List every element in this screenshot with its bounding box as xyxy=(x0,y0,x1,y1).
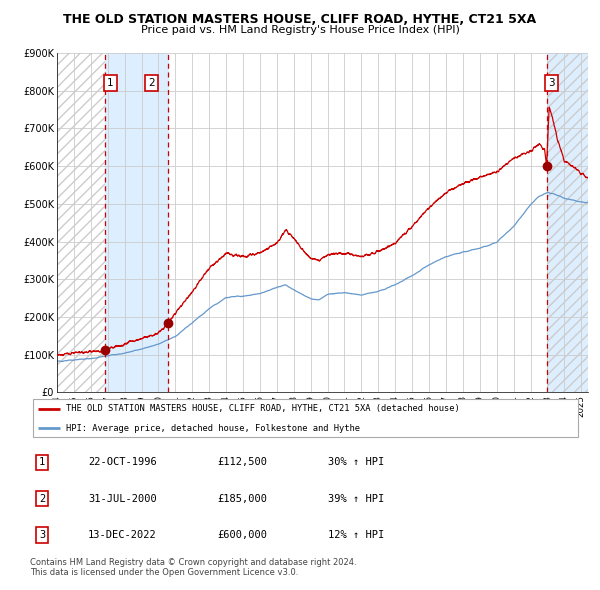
Text: 13-DEC-2022: 13-DEC-2022 xyxy=(88,530,157,540)
Text: 39% ↑ HPI: 39% ↑ HPI xyxy=(328,494,385,503)
Text: £600,000: £600,000 xyxy=(218,530,268,540)
Text: 30% ↑ HPI: 30% ↑ HPI xyxy=(328,457,385,467)
Text: 22-OCT-1996: 22-OCT-1996 xyxy=(88,457,157,467)
Bar xyxy=(547,53,588,392)
Text: 31-JUL-2000: 31-JUL-2000 xyxy=(88,494,157,503)
Text: 1: 1 xyxy=(39,457,45,467)
Text: 1: 1 xyxy=(107,78,113,88)
Text: HPI: Average price, detached house, Folkestone and Hythe: HPI: Average price, detached house, Folk… xyxy=(66,424,360,432)
FancyBboxPatch shape xyxy=(33,399,578,437)
Text: 3: 3 xyxy=(548,78,555,88)
Text: 2: 2 xyxy=(39,494,45,503)
Text: £112,500: £112,500 xyxy=(218,457,268,467)
Text: £185,000: £185,000 xyxy=(218,494,268,503)
Text: THE OLD STATION MASTERS HOUSE, CLIFF ROAD, HYTHE, CT21 5XA: THE OLD STATION MASTERS HOUSE, CLIFF ROA… xyxy=(64,13,536,26)
Text: Price paid vs. HM Land Registry's House Price Index (HPI): Price paid vs. HM Land Registry's House … xyxy=(140,25,460,35)
Bar xyxy=(57,53,104,392)
Text: 2: 2 xyxy=(148,78,155,88)
Text: THE OLD STATION MASTERS HOUSE, CLIFF ROAD, HYTHE, CT21 5XA (detached house): THE OLD STATION MASTERS HOUSE, CLIFF ROA… xyxy=(66,404,460,413)
Bar xyxy=(104,53,168,392)
Text: 3: 3 xyxy=(39,530,45,540)
Bar xyxy=(57,53,104,392)
Text: 12% ↑ HPI: 12% ↑ HPI xyxy=(328,530,385,540)
Text: Contains HM Land Registry data © Crown copyright and database right 2024.
This d: Contains HM Land Registry data © Crown c… xyxy=(30,558,356,577)
